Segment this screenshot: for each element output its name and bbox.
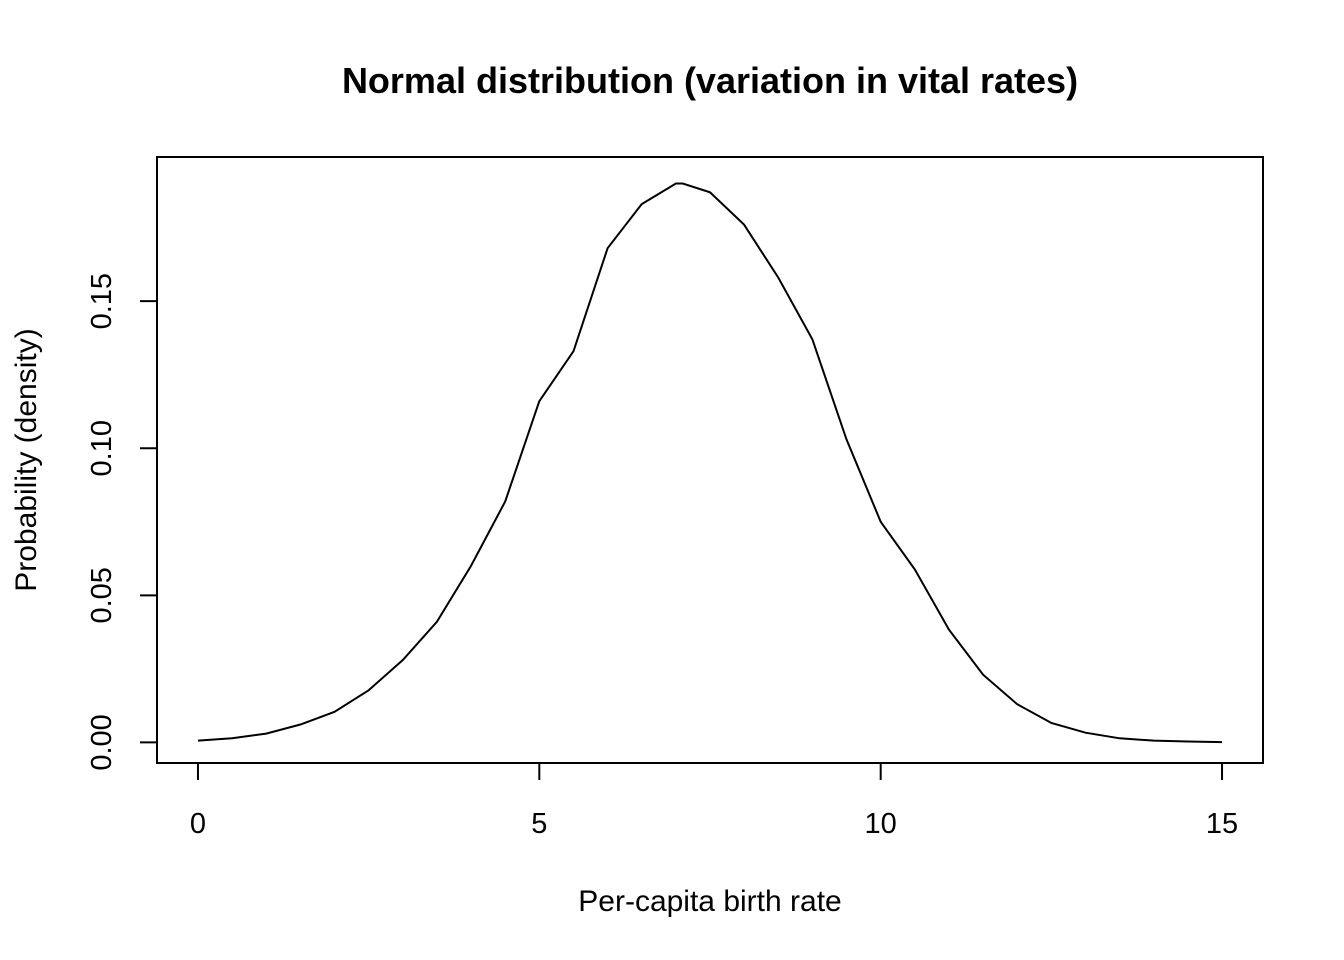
y-axis: 0.00 0.05 0.10 0.15 [86,273,158,771]
chart-title: Normal distribution (variation in vital … [342,60,1078,101]
x-tick-label: 15 [1206,808,1238,840]
plot-frame [156,156,1264,764]
x-tick-label: 5 [531,808,547,840]
y-tick-label: 0.05 [86,567,118,623]
y-axis-label: Probability (density) [10,328,43,591]
y-tick-label: 0.00 [86,714,118,770]
y-tick-label: 0.15 [86,273,118,329]
x-axis-label: Per-capita birth rate [578,885,841,918]
density-curve [197,182,1223,744]
y-tick-label: 0.10 [86,420,118,476]
x-axis: 0 5 10 15 [190,762,1238,840]
x-tick-label: 10 [865,808,897,840]
x-tick-label: 0 [190,808,206,840]
